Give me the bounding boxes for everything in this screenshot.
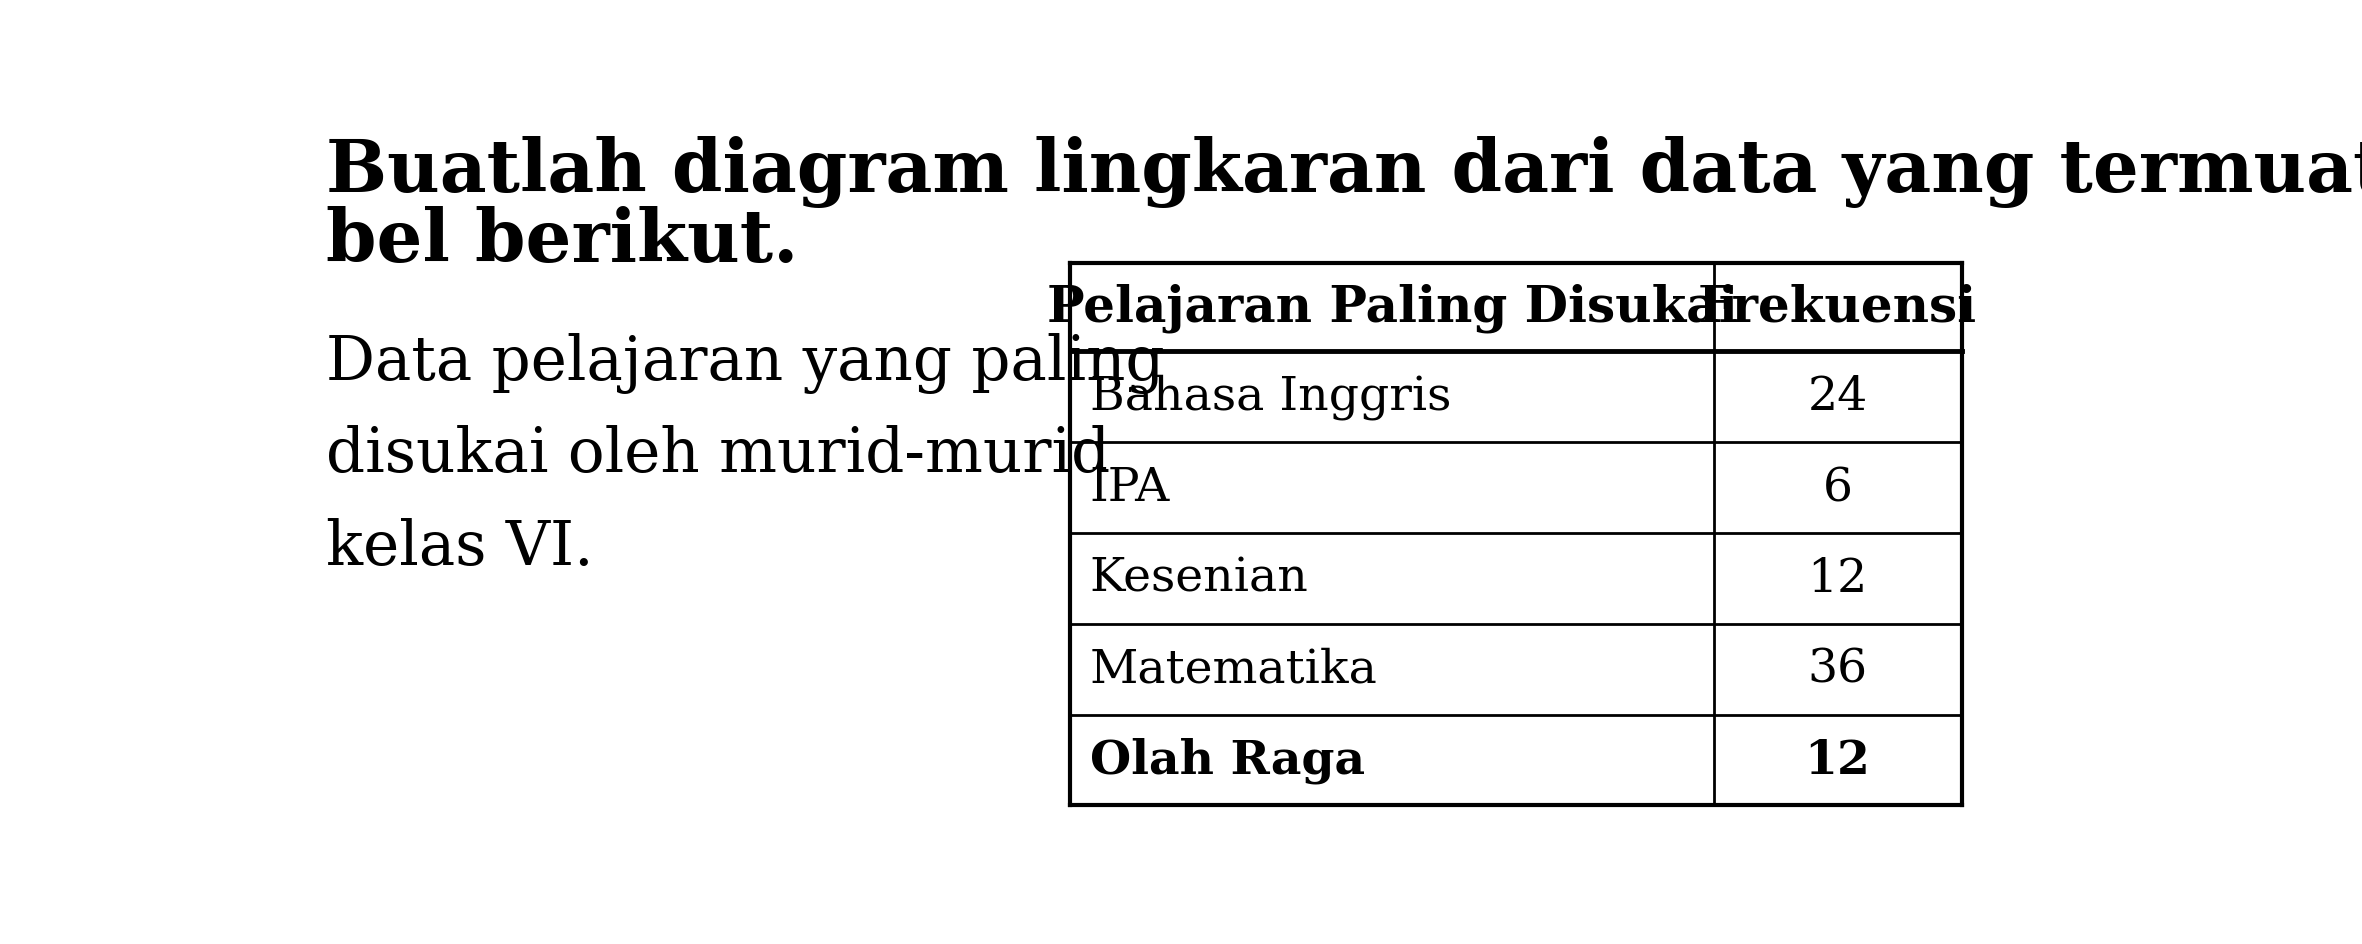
Text: Data pelajaran yang paling: Data pelajaran yang paling [326,332,1164,394]
Text: Buatlah diagram lingkaran dari data yang termuat pada tabel-ta-: Buatlah diagram lingkaran dari data yang… [326,136,2362,209]
Text: 36: 36 [1807,647,1868,692]
Text: Pelajaran Paling Disukai: Pelajaran Paling Disukai [1046,283,1736,332]
Text: disukai oleh murid-murid: disukai oleh murid-murid [326,425,1110,484]
Text: 12: 12 [1807,556,1868,601]
Text: bel berikut.: bel berikut. [326,206,798,277]
Text: Matematika: Matematika [1089,647,1377,692]
Text: Kesenian: Kesenian [1089,556,1309,601]
Text: Frekuensi: Frekuensi [1698,283,1977,332]
Text: Bahasa Inggris: Bahasa Inggris [1089,374,1450,420]
Text: 12: 12 [1805,737,1871,784]
Text: kelas VI.: kelas VI. [326,517,593,577]
Text: Olah Raga: Olah Raga [1089,737,1365,784]
Text: IPA: IPA [1089,465,1169,511]
Text: 6: 6 [1823,465,1852,511]
Text: 24: 24 [1807,375,1868,420]
